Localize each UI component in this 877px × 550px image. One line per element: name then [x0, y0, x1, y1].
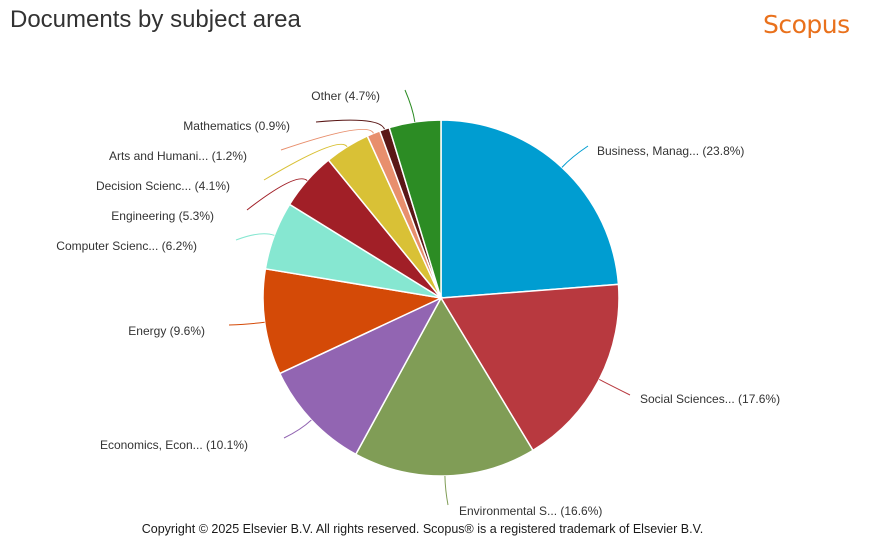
slice-label: Computer Scienc... (6.2%) [56, 239, 197, 253]
slice-label: Energy (9.6%) [128, 324, 205, 338]
slice-connector [228, 321, 265, 326]
slice-connector [444, 475, 449, 506]
slice-connector [283, 419, 312, 439]
slice-connector [280, 128, 374, 151]
slice-connector [599, 379, 631, 396]
pie-slice[interactable] [388, 119, 442, 299]
slice-label: Environmental S... (16.6%) [459, 504, 602, 518]
slice-connector [315, 119, 385, 130]
pie-slice[interactable] [354, 296, 534, 477]
slice-label: Decision Scienc... (4.1%) [96, 179, 230, 193]
slice-connector [246, 178, 308, 211]
chart-title: Documents by subject area [10, 6, 301, 33]
slice-connector [561, 145, 589, 168]
pie-slice[interactable] [440, 119, 620, 299]
slice-connector [404, 89, 416, 123]
scopus-logo[interactable]: Scopus [763, 10, 850, 39]
slice-label: Arts and Humani... (1.2%) [109, 149, 247, 163]
slice-label: Engineering (5.3%) [111, 209, 214, 223]
pie-slice[interactable] [262, 267, 444, 375]
slice-connector [235, 233, 275, 241]
slice-label: Social Sciences... (17.6%) [640, 392, 780, 406]
slice-connector [263, 143, 348, 181]
pie-slice[interactable] [439, 283, 620, 452]
slice-label: Economics, Econ... (10.1%) [100, 438, 248, 452]
copyright-footer: Copyright © 2025 Elsevier B.V. All right… [141, 522, 704, 536]
pie-slice[interactable] [278, 296, 443, 456]
slice-label: Mathematics (0.9%) [183, 119, 290, 133]
slice-label: Other (4.7%) [311, 89, 380, 103]
slice-label: Business, Manag... (23.8%) [597, 144, 744, 158]
